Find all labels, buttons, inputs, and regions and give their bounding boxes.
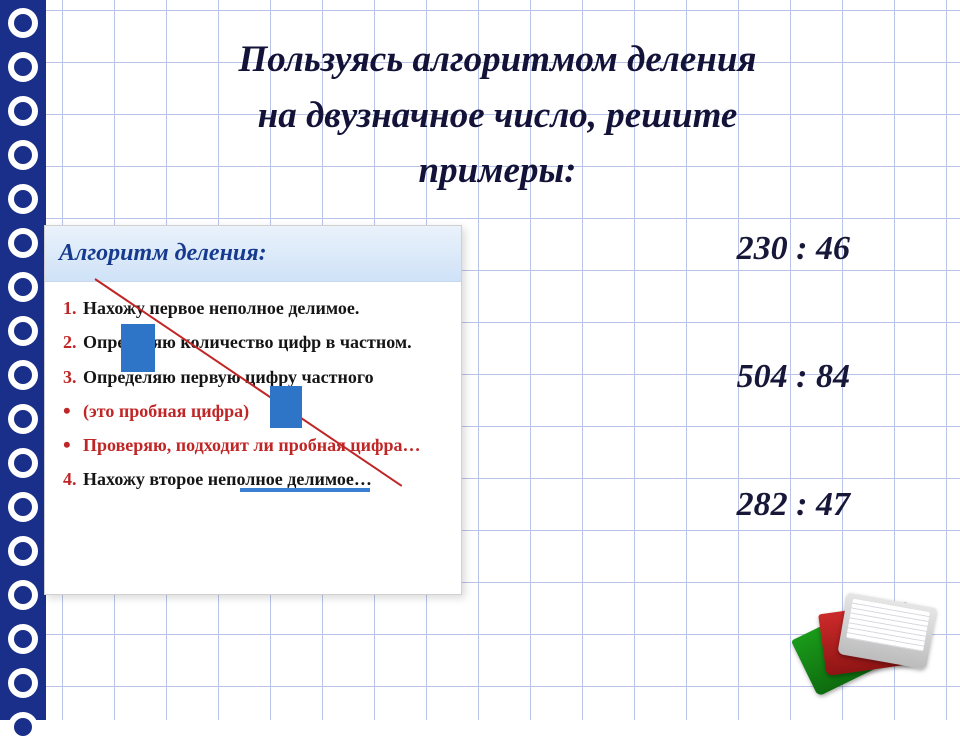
algorithm-step: • (это пробная цифра)	[63, 399, 443, 423]
border-ring	[8, 184, 38, 214]
blue-overlay-box	[121, 324, 155, 372]
title-line-1: Пользуясь алгоритмом деления	[239, 39, 757, 80]
problem: 504 : 84	[737, 358, 850, 396]
border-ring	[8, 272, 38, 302]
slide: Пользуясь алгоритмом деления на двузначн…	[0, 0, 960, 720]
books-icon	[792, 594, 932, 704]
title-line-2: на двузначное число, решите	[258, 95, 738, 136]
algorithm-step: 2.Определяю количество цифр в частном.	[63, 330, 443, 354]
problem: 230 : 46	[737, 230, 850, 268]
border-ring	[8, 536, 38, 566]
border-ring	[8, 404, 38, 434]
border-ring	[8, 492, 38, 522]
step-number: 2.	[63, 330, 77, 354]
blue-overlay-box	[270, 386, 302, 428]
border-ring	[8, 712, 38, 742]
problem: 282 : 47	[737, 486, 850, 524]
step-number: •	[63, 396, 71, 426]
border-ring	[8, 668, 38, 698]
title-line-3: примеры:	[419, 150, 577, 191]
step-number: 1.	[63, 296, 77, 320]
algorithm-step: • Проверяю, подходит ли пробная цифра…	[63, 433, 443, 457]
step-text: Нахожу первое неполное делимое.	[83, 298, 359, 318]
border-ring	[8, 448, 38, 478]
step-number: 4.	[63, 467, 77, 491]
decorative-left-border	[0, 0, 46, 720]
step-text: (это пробная цифра)	[83, 401, 249, 421]
border-ring	[8, 624, 38, 654]
border-ring	[8, 580, 38, 610]
border-ring	[8, 228, 38, 258]
blue-underline	[240, 488, 370, 492]
slide-title: Пользуясь алгоритмом деления на двузначн…	[55, 32, 940, 199]
border-ring	[8, 360, 38, 390]
border-ring	[8, 52, 38, 82]
problems-list: 230 : 46 504 : 84 282 : 47	[737, 230, 850, 614]
border-ring	[8, 316, 38, 346]
step-text: Проверяю, подходит ли пробная цифра…	[83, 435, 421, 455]
step-number: 3.	[63, 365, 77, 389]
step-number: •	[63, 430, 71, 460]
border-ring	[8, 96, 38, 126]
algorithm-list: 1. Нахожу первое неполное делимое. 2.Опре…	[45, 282, 461, 512]
step-text: Нахожу второе неполное делимое…	[83, 469, 372, 489]
border-ring	[8, 140, 38, 170]
algorithm-card-header: Алгоритм деления:	[45, 226, 461, 282]
border-ring	[8, 8, 38, 38]
algorithm-card: Алгоритм деления: 1. Нахожу первое неполн…	[44, 225, 462, 595]
algorithm-step: 1. Нахожу первое неполное делимое.	[63, 296, 443, 320]
